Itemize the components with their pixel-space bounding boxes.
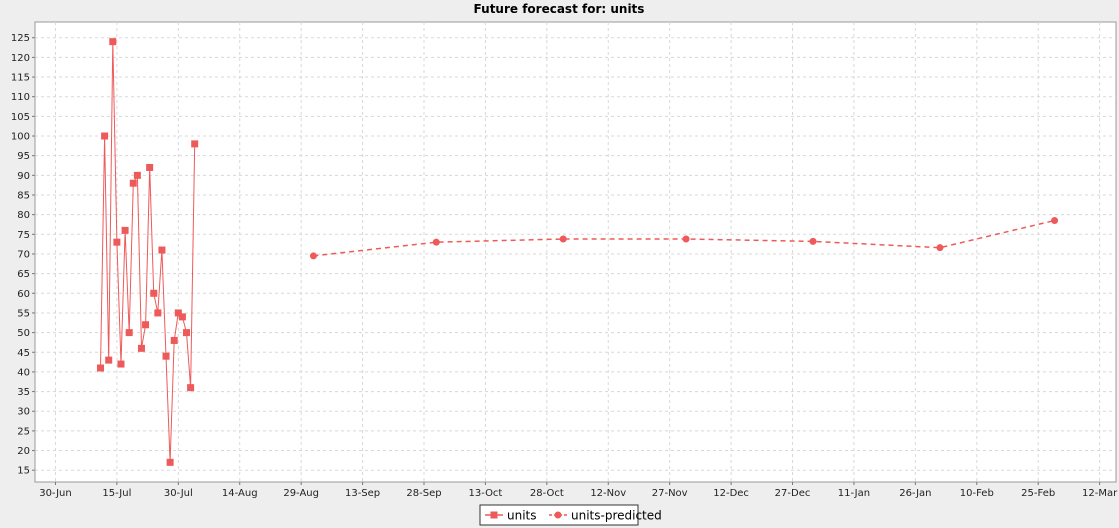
y-tick-label: 125 xyxy=(11,33,30,44)
plot-area xyxy=(34,21,1117,483)
data-point-units-predicted xyxy=(809,237,817,245)
data-point-units-predicted xyxy=(936,244,944,252)
data-point-units xyxy=(105,356,113,364)
y-tick-label: 85 xyxy=(17,190,30,201)
data-point-units xyxy=(183,329,191,337)
x-tick-label: 15-Jul xyxy=(102,488,131,499)
data-point-units xyxy=(174,309,182,317)
y-tick-label: 90 xyxy=(17,171,30,182)
data-point-units xyxy=(146,163,154,171)
data-point-units xyxy=(129,179,137,187)
x-tick-label: 13-Oct xyxy=(468,488,502,499)
y-tick-label: 105 xyxy=(11,112,30,123)
y-tick-label: 75 xyxy=(17,230,30,241)
chart-title: Future forecast for: units xyxy=(474,2,645,16)
x-tick-label: 27-Dec xyxy=(775,488,811,499)
x-tick-label: 30-Jul xyxy=(164,488,193,499)
data-point-units xyxy=(101,132,109,140)
data-point-units-predicted xyxy=(309,252,317,260)
x-tick-label: 25-Feb xyxy=(1021,488,1055,499)
data-point-units xyxy=(162,352,170,360)
y-tick-label: 120 xyxy=(11,53,30,64)
data-point-units xyxy=(178,313,186,321)
x-tick-label: 10-Feb xyxy=(960,488,994,499)
y-tick-label: 70 xyxy=(17,249,30,260)
data-point-units xyxy=(137,344,145,352)
data-point-units-predicted xyxy=(559,235,567,243)
data-point-units xyxy=(154,309,162,317)
y-tick-label: 50 xyxy=(17,328,30,339)
data-point-units xyxy=(113,238,121,246)
data-point-units-predicted xyxy=(682,235,690,243)
legend-marker-units xyxy=(490,511,498,519)
x-tick-label: 29-Aug xyxy=(283,488,319,499)
axes: 15 20 25 30 35 40 45 50 55 60 65 70 75 80 85 90 95 100 105… xyxy=(11,33,1118,499)
y-tick-label: 35 xyxy=(17,387,30,398)
x-tick-label: 30-Jun xyxy=(39,488,72,499)
data-point-units xyxy=(150,289,158,297)
x-tick-label: 11-Jan xyxy=(838,488,870,499)
y-tick-label: 80 xyxy=(17,210,30,221)
data-point-units xyxy=(121,226,129,234)
y-tick-label: 110 xyxy=(11,92,30,103)
x-tick-label: 13-Sep xyxy=(345,488,380,499)
data-point-units xyxy=(125,329,133,337)
data-point-units xyxy=(133,171,141,179)
data-point-units xyxy=(117,360,125,368)
y-tick-label: 55 xyxy=(17,308,30,319)
x-tick-label: 27-Nov xyxy=(652,488,688,499)
y-tick-label: 30 xyxy=(17,407,30,418)
x-tick-label: 28-Sep xyxy=(406,488,441,499)
x-tick-label: 28-Oct xyxy=(530,488,564,499)
data-point-units xyxy=(166,458,174,466)
data-point-units xyxy=(109,38,117,46)
series-layer xyxy=(97,38,1059,466)
legend-marker-units-predicted xyxy=(554,511,562,519)
y-tick-label: 95 xyxy=(17,151,30,162)
y-tick-label: 20 xyxy=(17,446,30,457)
data-point-units xyxy=(170,336,178,344)
y-tick-label: 60 xyxy=(17,289,30,300)
y-tick-label: 45 xyxy=(17,348,30,359)
x-tick-label: 26-Jan xyxy=(899,488,931,499)
legend-label-units-predicted: units-predicted xyxy=(571,509,662,523)
data-point-units xyxy=(191,140,199,148)
legend-label-units: units xyxy=(507,509,537,523)
data-point-units xyxy=(158,246,166,254)
data-point-units-predicted xyxy=(1051,217,1059,225)
grid-lines xyxy=(35,22,1116,482)
x-tick-label: 12-Mar xyxy=(1082,488,1118,499)
x-tick-label: 12-Dec xyxy=(713,488,749,499)
data-point-units xyxy=(187,384,195,392)
y-tick-label: 65 xyxy=(17,269,30,280)
y-tick-label: 25 xyxy=(17,426,30,437)
x-tick-label: 12-Nov xyxy=(590,488,626,499)
data-point-units-predicted xyxy=(432,238,440,246)
y-tick-label: 15 xyxy=(17,466,30,477)
x-tick-label: 14-Aug xyxy=(222,488,258,499)
y-tick-label: 40 xyxy=(17,367,30,378)
data-point-units xyxy=(142,321,150,329)
data-point-units xyxy=(97,364,105,372)
y-tick-label: 100 xyxy=(11,132,30,143)
legend: units units-predicted xyxy=(479,504,662,526)
y-tick-label: 115 xyxy=(11,73,30,84)
